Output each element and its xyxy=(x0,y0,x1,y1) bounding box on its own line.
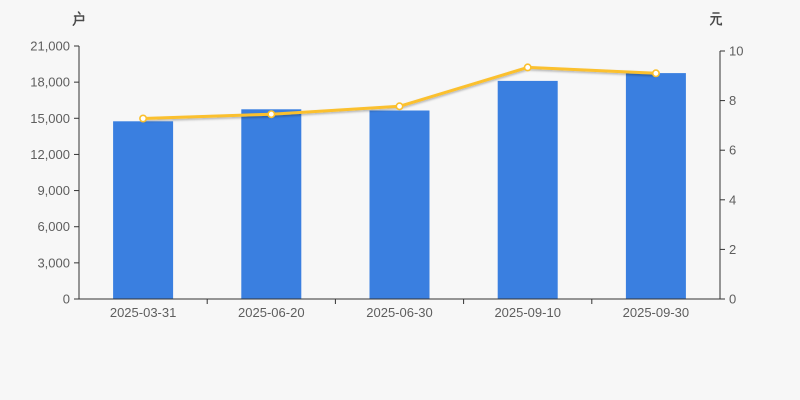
x-axis-category-label: 2025-03-31 xyxy=(110,305,177,320)
x-axis-category-label: 2025-06-20 xyxy=(238,305,305,320)
bar[interactable] xyxy=(241,109,302,300)
right-axis-tick-label: 2 xyxy=(729,242,736,257)
x-axis-category-label: 2025-09-10 xyxy=(494,305,561,320)
line-marker[interactable] xyxy=(139,114,148,123)
bars-layer xyxy=(113,73,686,300)
line-markers-layer xyxy=(139,63,660,123)
left-axis-tick-label: 6,000 xyxy=(37,219,70,234)
left-axis-tick-label: 0 xyxy=(63,292,70,307)
left-axis-unit-label-hu-icon xyxy=(72,11,85,26)
x-axis-category-label: 2025-06-30 xyxy=(366,305,433,320)
right-axis-tick-label: 6 xyxy=(729,143,736,158)
right-axis-unit-label-yuan-icon xyxy=(709,12,723,26)
line-marker[interactable] xyxy=(395,102,404,111)
axes-layer: 0 3,000 6,000 9,000 12,000 15,000 18,000 21,000… xyxy=(30,39,743,321)
left-axis-tick-label: 12,000 xyxy=(30,147,70,162)
x-axis-category-label: 2025-09-30 xyxy=(623,305,690,320)
line-marker[interactable] xyxy=(523,63,532,72)
left-axis-tick-label: 9,000 xyxy=(37,183,70,198)
right-axis-tick-label: 4 xyxy=(729,192,736,207)
right-axis-tick-label: 0 xyxy=(729,292,736,307)
bar[interactable] xyxy=(497,80,558,300)
right-axis-tick-label: 10 xyxy=(729,44,743,59)
bar[interactable] xyxy=(369,110,430,300)
left-axis-tick-label: 18,000 xyxy=(30,75,70,90)
line-marker[interactable] xyxy=(651,69,660,78)
left-axis-tick-label: 21,000 xyxy=(30,39,70,54)
bar[interactable] xyxy=(625,73,686,299)
left-axis-tick-label: 3,000 xyxy=(37,255,70,270)
line-marker[interactable] xyxy=(267,110,276,119)
right-axis-tick-label: 8 xyxy=(729,93,736,108)
bar[interactable] xyxy=(113,121,174,299)
left-axis-tick-label: 15,000 xyxy=(30,111,70,126)
